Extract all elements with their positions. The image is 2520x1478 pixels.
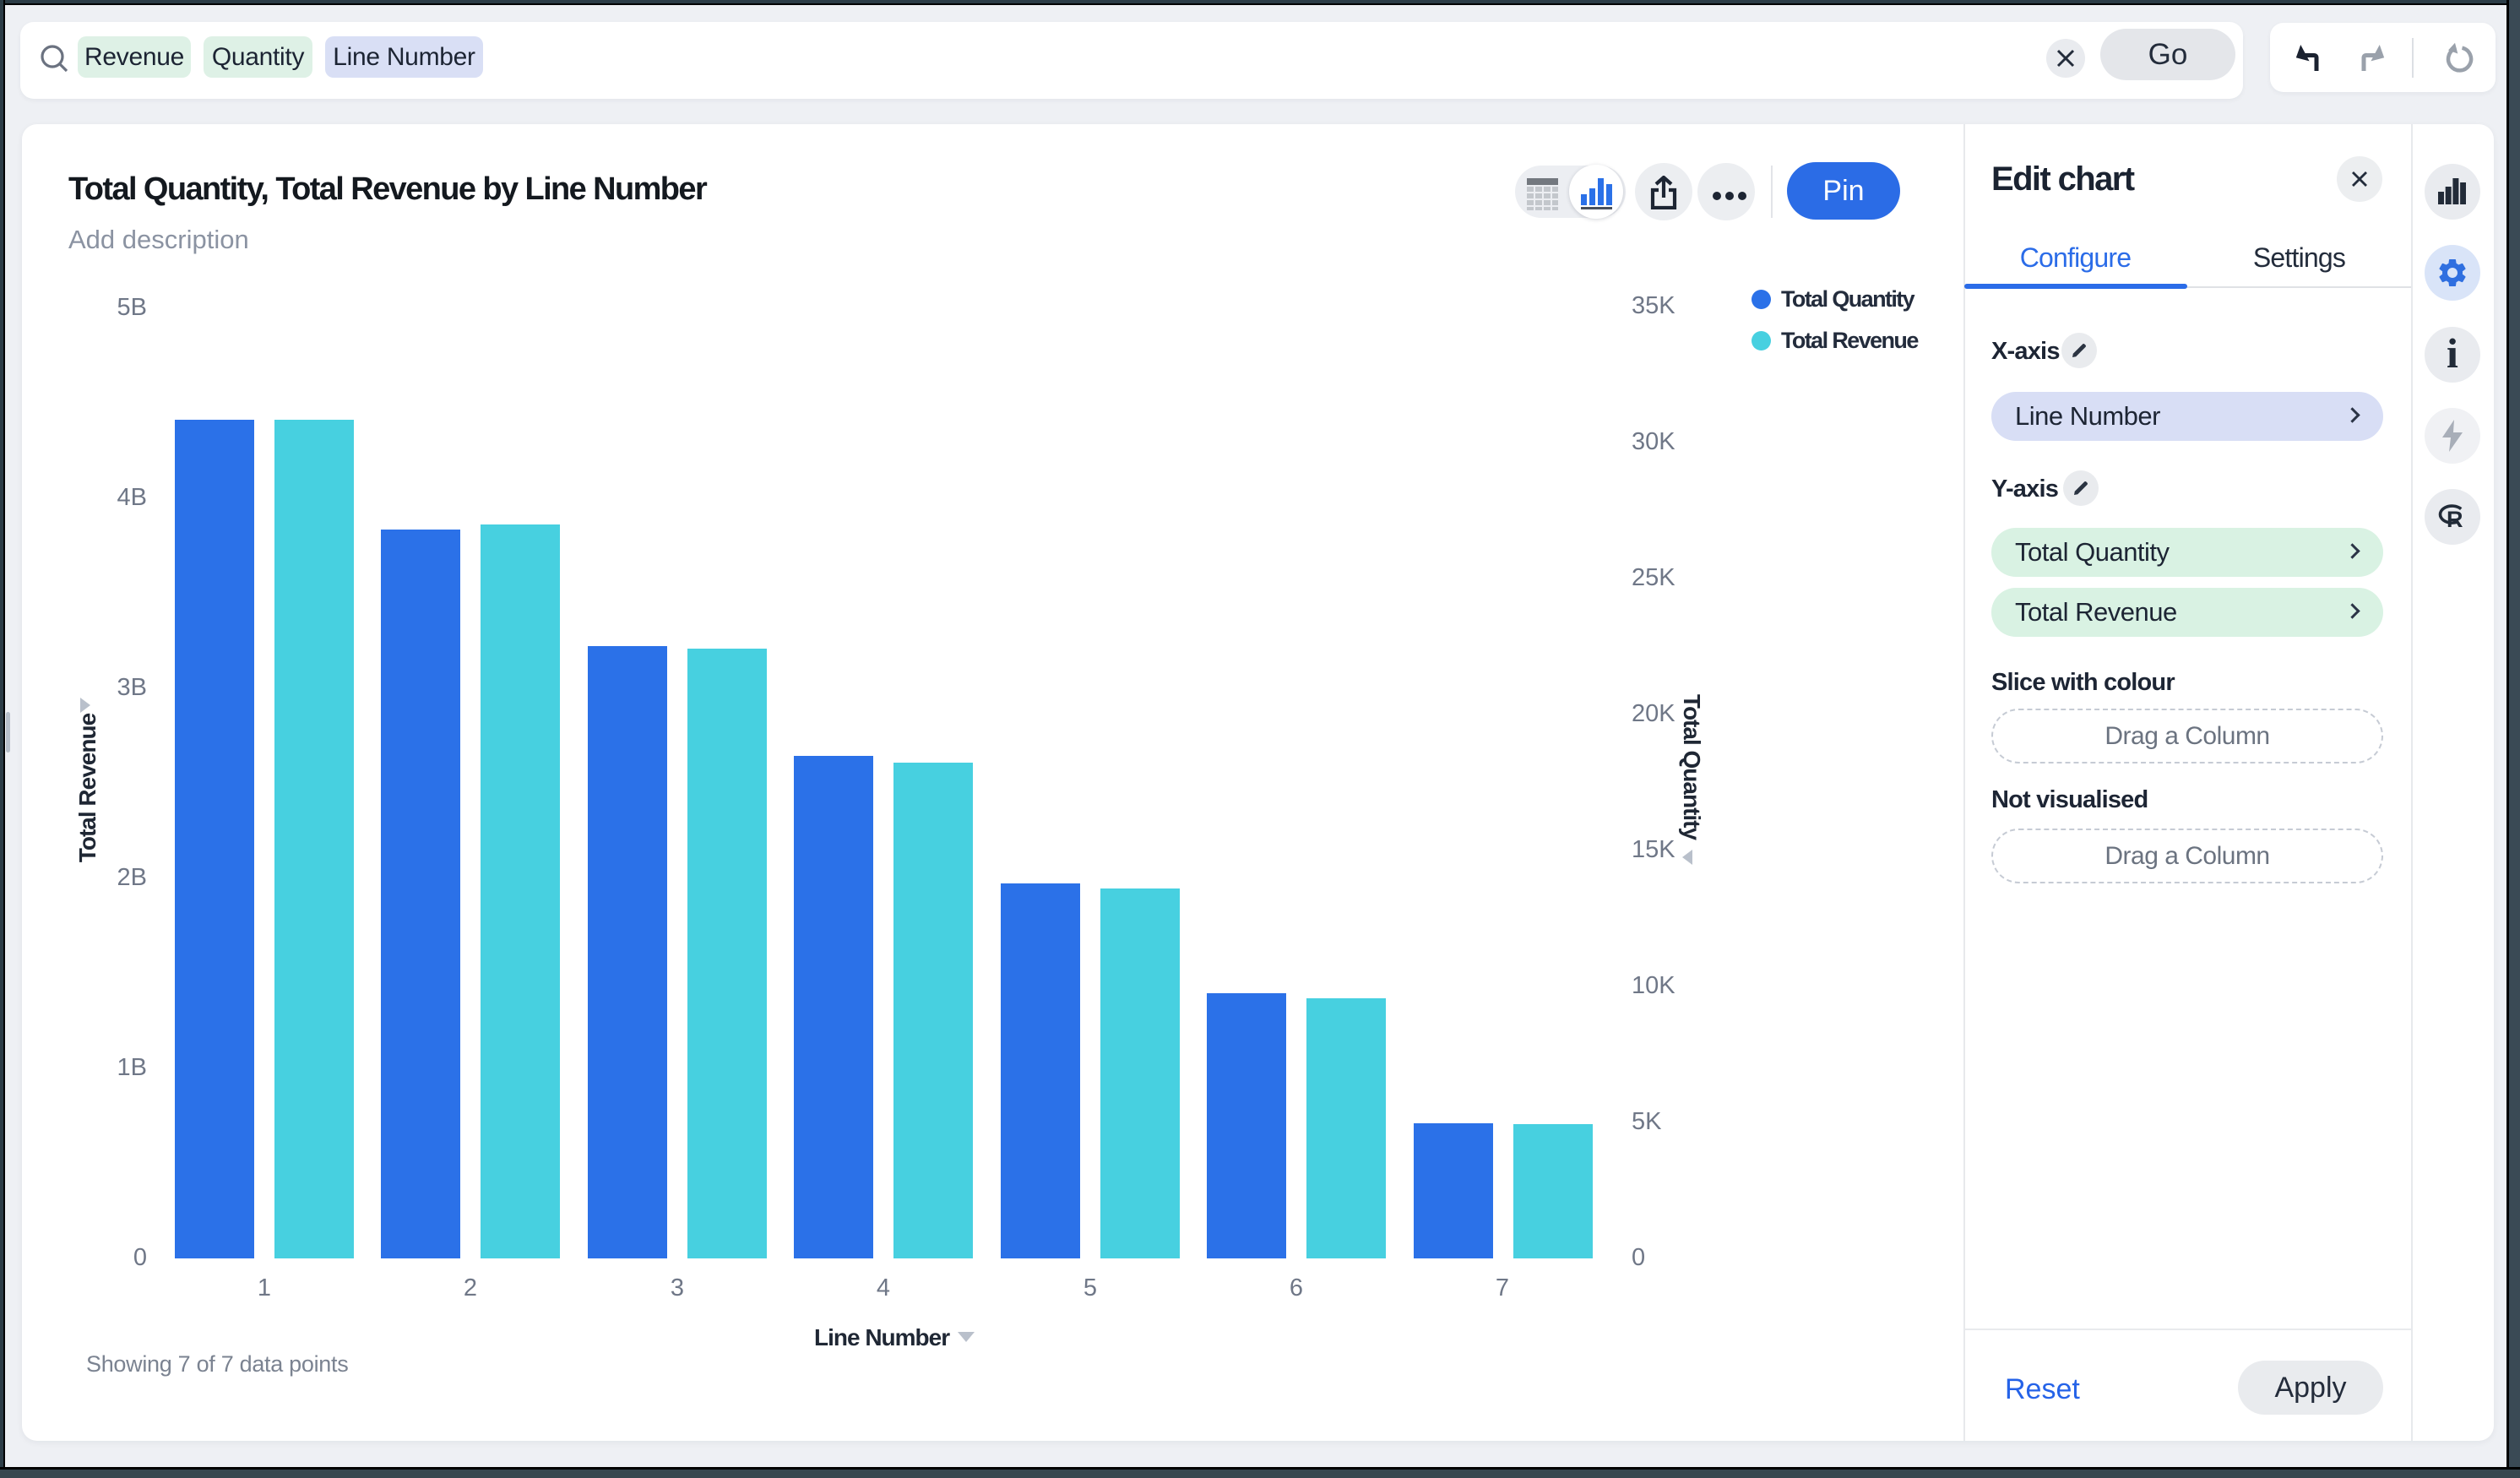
svg-text:R: R (2447, 507, 2463, 532)
